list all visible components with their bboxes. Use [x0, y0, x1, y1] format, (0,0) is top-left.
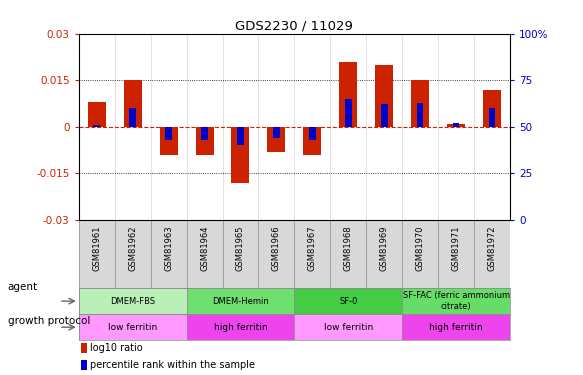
Text: GSM81965: GSM81965 [236, 225, 245, 271]
Text: GSM81970: GSM81970 [416, 225, 425, 271]
Bar [187, 314, 294, 340]
Text: GSM81971: GSM81971 [452, 225, 461, 271]
Text: high ferritin: high ferritin [430, 323, 483, 332]
Text: GSM81969: GSM81969 [380, 225, 389, 271]
Bar [80, 360, 87, 370]
Bar [411, 80, 429, 127]
Text: log10 ratio: log10 ratio [90, 343, 143, 352]
Bar [483, 90, 501, 127]
Bar [453, 123, 459, 127]
Bar [402, 314, 510, 340]
Bar [237, 127, 244, 146]
Text: GSM81968: GSM81968 [344, 225, 353, 271]
Text: SF-0: SF-0 [339, 297, 357, 306]
Text: GSM81967: GSM81967 [308, 225, 317, 271]
Bar [268, 127, 286, 152]
Text: GSM81961: GSM81961 [92, 225, 101, 271]
Bar [489, 108, 496, 127]
Text: GSM81972: GSM81972 [487, 225, 497, 271]
Text: low ferritin: low ferritin [108, 323, 157, 332]
Text: agent: agent [8, 282, 38, 292]
Bar [309, 127, 315, 140]
Text: DMEM-Hemin: DMEM-Hemin [212, 297, 269, 306]
Bar [375, 65, 394, 127]
Bar [93, 125, 100, 127]
Bar [402, 288, 510, 314]
Bar [79, 314, 187, 340]
Bar [129, 108, 136, 127]
Bar [160, 127, 178, 155]
Bar [417, 103, 423, 127]
Text: DMEM-FBS: DMEM-FBS [110, 297, 155, 306]
Bar [339, 62, 357, 127]
Text: SF-FAC (ferric ammonium
citrate): SF-FAC (ferric ammonium citrate) [403, 291, 510, 311]
Title: GDS2230 / 11029: GDS2230 / 11029 [236, 20, 353, 33]
Text: GSM81962: GSM81962 [128, 225, 137, 271]
Bar [294, 288, 402, 314]
Bar [231, 127, 250, 183]
Bar [187, 288, 294, 314]
Bar [294, 314, 402, 340]
Bar [381, 105, 388, 127]
Bar [166, 127, 172, 140]
Bar [80, 343, 87, 352]
Text: GSM81963: GSM81963 [164, 225, 173, 271]
Text: GSM81964: GSM81964 [200, 225, 209, 271]
Text: low ferritin: low ferritin [324, 323, 373, 332]
Text: high ferritin: high ferritin [214, 323, 267, 332]
Bar [273, 127, 280, 138]
Bar [195, 127, 213, 155]
Bar [345, 99, 352, 127]
Bar [124, 80, 142, 127]
Bar [447, 124, 465, 127]
Bar [87, 102, 106, 127]
Text: GSM81966: GSM81966 [272, 225, 281, 271]
Text: percentile rank within the sample: percentile rank within the sample [90, 360, 255, 370]
Bar [79, 288, 187, 314]
Bar [201, 127, 208, 140]
Bar [303, 127, 321, 155]
Text: growth protocol: growth protocol [8, 316, 90, 326]
